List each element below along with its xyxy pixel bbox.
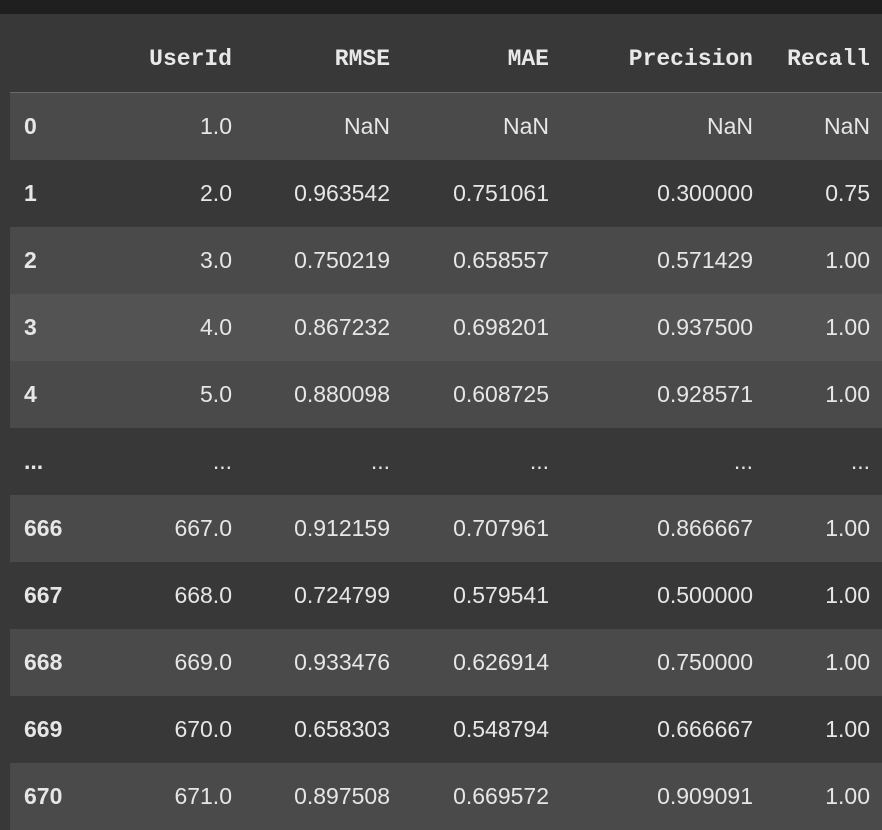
table-row: 3 4.0 0.867232 0.698201 0.937500 1.00 [10,294,882,361]
cell-mae: 0.669572 [402,763,561,830]
row-index: 0 [10,92,96,160]
row-index: 667 [10,562,96,629]
cell-mae: 0.658557 [402,227,561,294]
column-header-userid: UserId [96,26,244,93]
cell-mae: ... [402,428,561,495]
table-row: 2 3.0 0.750219 0.658557 0.571429 1.00 [10,227,882,294]
cell-rmse: ... [244,428,402,495]
cell-recall: 1.00 [765,763,882,830]
cell-recall: 1.00 [765,562,882,629]
cell-rmse: NaN [244,92,402,160]
cell-mae: 0.548794 [402,696,561,763]
row-index: 670 [10,763,96,830]
cell-rmse: 0.658303 [244,696,402,763]
row-index: 668 [10,629,96,696]
row-index: 3 [10,294,96,361]
table-row: 666 667.0 0.912159 0.707961 0.866667 1.00 [10,495,882,562]
cell-mae: 0.608725 [402,361,561,428]
cell-rmse: 0.912159 [244,495,402,562]
cell-precision: 0.300000 [561,160,765,227]
cell-recall: 0.75 [765,160,882,227]
cell-userid: ... [96,428,244,495]
cell-recall: NaN [765,92,882,160]
column-header-index [10,26,96,93]
cell-mae: 0.751061 [402,160,561,227]
table-header-row: UserId RMSE MAE Precision Recall [10,26,882,93]
cell-mae: 0.626914 [402,629,561,696]
cell-rmse: 0.933476 [244,629,402,696]
cell-userid: 2.0 [96,160,244,227]
cell-rmse: 0.963542 [244,160,402,227]
cell-userid: 667.0 [96,495,244,562]
row-index: 2 [10,227,96,294]
cell-precision: 0.937500 [561,294,765,361]
output-top-bar [0,0,882,14]
cell-recall: 1.00 [765,361,882,428]
cell-userid: 5.0 [96,361,244,428]
cell-rmse: 0.867232 [244,294,402,361]
cell-userid: 668.0 [96,562,244,629]
cell-mae: 0.698201 [402,294,561,361]
cell-userid: 3.0 [96,227,244,294]
table-row: 1 2.0 0.963542 0.751061 0.300000 0.75 [10,160,882,227]
cell-rmse: 0.880098 [244,361,402,428]
column-header-mae: MAE [402,26,561,93]
cell-precision: ... [561,428,765,495]
cell-rmse: 0.724799 [244,562,402,629]
row-index: 4 [10,361,96,428]
cell-mae: NaN [402,92,561,160]
column-header-recall: Recall [765,26,882,93]
table-row: 669 670.0 0.658303 0.548794 0.666667 1.00 [10,696,882,763]
row-index: 666 [10,495,96,562]
dataframe-table: UserId RMSE MAE Precision Recall 0 1.0 NaN… [10,26,882,830]
cell-recall: 1.00 [765,495,882,562]
table-row: 670 671.0 0.897508 0.669572 0.909091 1.00 [10,763,882,830]
cell-precision: 0.571429 [561,227,765,294]
cell-recall: ... [765,428,882,495]
cell-precision: NaN [561,92,765,160]
cell-precision: 0.500000 [561,562,765,629]
column-header-precision: Precision [561,26,765,93]
cell-userid: 1.0 [96,92,244,160]
table-row: 667 668.0 0.724799 0.579541 0.500000 1.00 [10,562,882,629]
table-row: 668 669.0 0.933476 0.626914 0.750000 1.00 [10,629,882,696]
cell-precision: 0.928571 [561,361,765,428]
cell-recall: 1.00 [765,696,882,763]
cell-precision: 0.666667 [561,696,765,763]
cell-mae: 0.707961 [402,495,561,562]
cell-precision: 0.866667 [561,495,765,562]
cell-userid: 671.0 [96,763,244,830]
table-row: 0 1.0 NaN NaN NaN NaN [10,92,882,160]
cell-precision: 0.909091 [561,763,765,830]
cell-precision: 0.750000 [561,629,765,696]
table-row: 4 5.0 0.880098 0.608725 0.928571 1.00 [10,361,882,428]
table-row: .................. [10,428,882,495]
row-index: 669 [10,696,96,763]
row-index: 1 [10,160,96,227]
cell-mae: 0.579541 [402,562,561,629]
cell-rmse: 0.750219 [244,227,402,294]
cell-userid: 669.0 [96,629,244,696]
dataframe-output: UserId RMSE MAE Precision Recall 0 1.0 NaN… [10,26,882,830]
row-index: ... [10,428,96,495]
column-header-rmse: RMSE [244,26,402,93]
cell-userid: 670.0 [96,696,244,763]
cell-recall: 1.00 [765,629,882,696]
cell-recall: 1.00 [765,294,882,361]
cell-userid: 4.0 [96,294,244,361]
cell-rmse: 0.897508 [244,763,402,830]
cell-recall: 1.00 [765,227,882,294]
